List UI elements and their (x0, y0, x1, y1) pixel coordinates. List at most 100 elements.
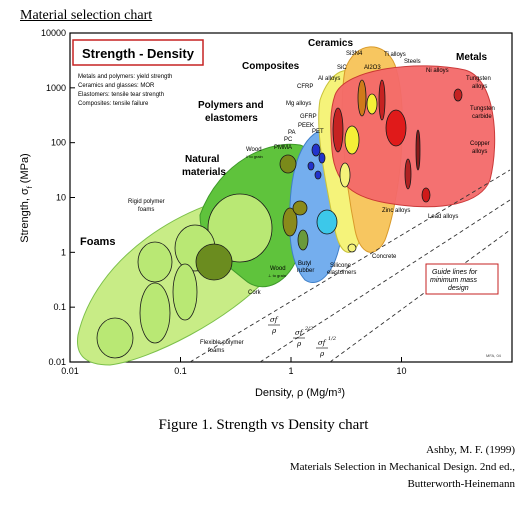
ceramic-bubble (357, 79, 367, 117)
foams-label: Foams (80, 236, 115, 248)
guide-note: Guide lines for minimum mass design (430, 269, 478, 292)
wood-par-bubble (279, 154, 297, 174)
slope-label: σf (270, 316, 279, 324)
polymer-dot (307, 161, 315, 171)
guide-line-3 (329, 229, 511, 363)
y-axis-ticks: 0.01 0.1 1 10 100 1000 10000 (41, 28, 75, 367)
family-labels: Foams Natural materials Polymers and elast… (80, 38, 488, 248)
y-tick-label: 100 (51, 138, 66, 148)
slope-label: ρ (319, 350, 325, 358)
polymer-dot (311, 143, 321, 157)
rigid-foam-bubble (207, 193, 273, 263)
slope-label: σf (295, 329, 304, 337)
material-label: GFRP (300, 114, 317, 120)
strength-density-chart: 0.01 0.1 1 10 0.01 0.1 1 10 100 1000 10000 Streng… (19, 28, 513, 399)
al-alloys-bubble (344, 125, 360, 155)
page-header: Material selection chart (20, 8, 153, 23)
material-label: Wood ⊥ to grain (268, 266, 286, 278)
material-label: Tungsten alloys (466, 76, 491, 90)
rigid-foam-bubble (137, 241, 173, 283)
lead-bubble (421, 187, 431, 203)
polymers-label: Polymers and elastomers (198, 100, 264, 124)
flexible-foam-bubble (139, 282, 171, 344)
y-tick-label: 10 (56, 193, 66, 203)
chart-notes: Metals and polymers: yield strength Cera… (78, 74, 172, 107)
material-label: PC (284, 137, 293, 143)
flexible-foam-bubble (96, 317, 134, 359)
material-label: SiC (337, 65, 347, 71)
cfrp-bubble (332, 107, 344, 153)
natural-materials-label: Natural materials (182, 154, 226, 178)
slope-label: ρ (271, 327, 277, 335)
material-label: Al alloys (318, 76, 340, 82)
reference-line-3: Butterworth-Heinemann (407, 478, 515, 490)
gfrp-bubble (339, 162, 351, 188)
slope-label: 1/2 (328, 336, 336, 342)
butyl-rubber-bubble (297, 229, 309, 251)
wood-perp-bubble (282, 207, 298, 237)
copper-bubble (415, 129, 421, 171)
material-label: PEEK (298, 123, 314, 129)
x-tick-label: 0.01 (61, 366, 79, 376)
guide-line-1 (189, 169, 511, 363)
polymer-bubble (292, 200, 308, 216)
figure-caption: Figure 1. Strength vs Density chart (158, 417, 369, 433)
y-tick-label: 0.1 (53, 302, 66, 312)
polymer-dot (318, 152, 326, 164)
guide-slope-labels: σf ρ σf 2/3 ρ σf 1/2 ρ (268, 316, 336, 358)
ceramic-bubble (366, 93, 378, 115)
material-label: Tungsten carbide (470, 106, 495, 120)
silicone-bubble (316, 209, 338, 235)
material-label: Butyl rubber (297, 261, 314, 274)
material-label: Copper alloys (470, 141, 490, 155)
ceramics-label: Ceramics (308, 38, 353, 49)
x-tick-label: 0.1 (174, 366, 187, 376)
guide-line-2 (259, 199, 511, 363)
title-box (72, 39, 204, 66)
y-tick-label: 10000 (41, 28, 66, 38)
y-tick-label: 0.01 (48, 357, 66, 367)
chart-title: Strength - Density (82, 46, 195, 61)
material-label: Concrete (372, 254, 397, 260)
material-bubbles (96, 79, 463, 359)
material-label: PET (312, 129, 324, 135)
y-axis-label: Strength, σf (MPa) (19, 153, 34, 242)
x-tick-label: 1 (288, 366, 293, 376)
chart-credit: MFA, 04 (486, 353, 502, 358)
x-axis-label: Density, ρ (Mg/m3) (255, 387, 345, 399)
reference-line-2: Materials Selection in Mechanical Design… (289, 461, 515, 473)
y-tick-label: 1000 (46, 83, 66, 93)
material-label: CFRP (297, 84, 313, 90)
guide-note-box (425, 263, 499, 295)
steels-bubble (385, 109, 407, 147)
material-label: Rigid polymer foams (128, 199, 165, 213)
material-label: PMMA (274, 145, 292, 151)
material-label: Ni alloys (426, 68, 449, 74)
note: Ceramics and glasses: MOR (78, 83, 155, 89)
note: Metals and polymers: yield strength (78, 74, 172, 80)
cork-bubble (195, 243, 233, 281)
guide-lines (189, 169, 511, 363)
slope-label: ρ (296, 340, 302, 348)
reference-line-1: Ashby, M. F. (1999) (426, 444, 515, 456)
metals-label: Metals (456, 52, 488, 63)
material-label: Mg alloys (286, 101, 311, 107)
ti-alloys-bubble (378, 79, 386, 121)
material-label: Flexible polymer foams (200, 340, 244, 354)
material-label: Ti alloys (384, 52, 406, 58)
tungsten-bubble (453, 88, 463, 102)
material-label: Steels (404, 59, 421, 65)
x-axis-ticks: 0.01 0.1 1 10 (61, 357, 407, 376)
note: Composites: tensile failure (78, 101, 149, 107)
material-label: Cork (248, 290, 262, 296)
y-tick-label: 1 (61, 247, 66, 257)
slope-label: σf (318, 339, 327, 347)
flexible-foam-bubble (172, 263, 198, 321)
material-label: Al2O3 (364, 65, 381, 71)
composites-label: Composites (242, 61, 300, 72)
material-label: Lead alloys (428, 214, 458, 220)
material-label: Silicone elastomers (327, 263, 356, 276)
material-label: Si3N4 (346, 51, 363, 57)
material-label: PA (288, 130, 296, 136)
material-label: Wood// to grain (246, 147, 263, 159)
